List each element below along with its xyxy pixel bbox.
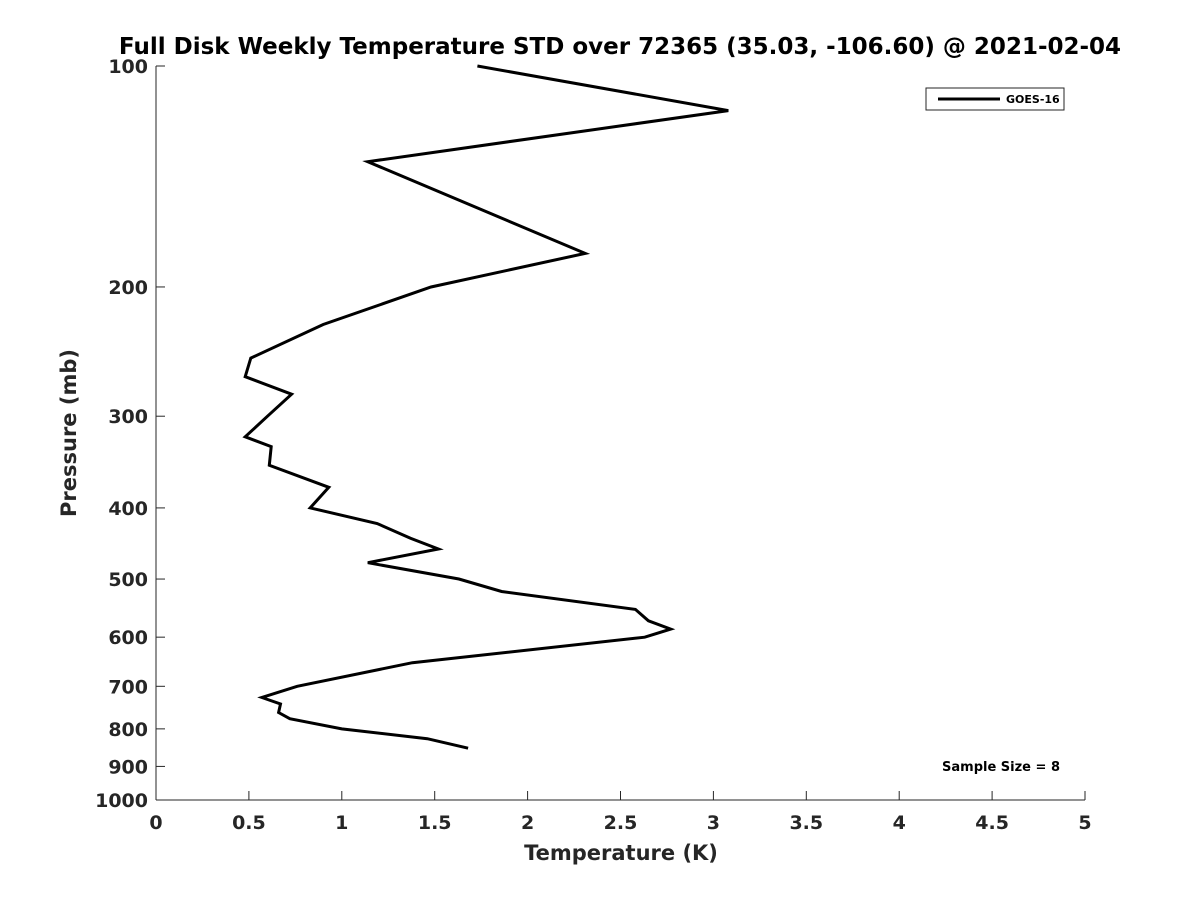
y-tick-label: 600 <box>108 627 148 649</box>
legend: GOES-16 <box>926 88 1064 110</box>
x-tick-label: 4.5 <box>975 812 1009 834</box>
x-tick-label: 2 <box>521 812 534 834</box>
y-tick-label: 900 <box>108 756 148 778</box>
x-tick-label: 3.5 <box>789 812 823 834</box>
y-tick-label: 200 <box>108 277 148 299</box>
x-tick-label: 1 <box>335 812 348 834</box>
x-axis-label: Temperature (K) <box>524 841 718 865</box>
y-tick-label: 300 <box>108 406 148 428</box>
series-line-goes-16 <box>245 66 728 748</box>
y-axis-ticks: 100 200 300 400 500 600 700 800 900 1000 <box>95 56 165 812</box>
series-layer <box>245 66 728 748</box>
x-tick-label: 0 <box>149 812 162 834</box>
x-tick-label: 3 <box>707 812 720 834</box>
x-tick-label: 5 <box>1078 812 1091 834</box>
y-tick-label: 100 <box>108 56 148 78</box>
y-tick-label: 1000 <box>95 790 148 812</box>
x-axis-ticks: 0 0.5 1 1.5 2 2.5 3 3.5 4 4.5 5 <box>149 791 1091 834</box>
y-tick-label: 500 <box>108 569 148 591</box>
y-tick-label: 400 <box>108 498 148 520</box>
legend-label-goes-16: GOES-16 <box>1006 93 1060 106</box>
y-axis-label: Pressure (mb) <box>57 349 81 517</box>
plot-axes <box>156 66 1085 800</box>
y-tick-label: 700 <box>108 676 148 698</box>
chart-title: Full Disk Weekly Temperature STD over 72… <box>119 34 1121 60</box>
y-tick-label: 800 <box>108 719 148 741</box>
x-tick-label: 0.5 <box>232 812 266 834</box>
x-tick-label: 2.5 <box>604 812 638 834</box>
x-tick-label: 1.5 <box>418 812 452 834</box>
x-tick-label: 4 <box>893 812 906 834</box>
sample-size-annotation: Sample Size = 8 <box>942 760 1060 775</box>
